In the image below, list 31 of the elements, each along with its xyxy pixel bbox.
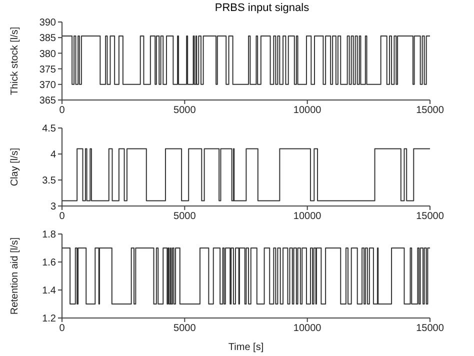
x-tick-label: 0	[59, 105, 66, 116]
x-axis-title: Time [s]	[228, 342, 264, 353]
y-tick-label: 1.6	[42, 258, 56, 269]
x-tick-label: 15000	[416, 105, 444, 116]
y-tick-label: 3.5	[42, 176, 56, 187]
y-tick-label: 1.2	[42, 314, 56, 325]
x-tick-label: 0	[59, 323, 66, 334]
y-axis-title: Clay [l/s]	[10, 148, 21, 186]
x-tick-label: 10000	[293, 323, 322, 334]
y-tick-label: 4	[50, 150, 56, 161]
y-tick-label: 375	[39, 64, 56, 76]
x-tick-label: 10000	[293, 211, 322, 222]
x-tick-label: 5000	[174, 105, 196, 116]
y-tick-label: 365	[39, 96, 56, 107]
y-tick-label: 370	[39, 80, 56, 91]
y-tick-label: 390	[39, 18, 56, 29]
y-tick-label: 3	[50, 202, 56, 213]
x-tick-label: 10000	[293, 105, 322, 116]
chart-title: PRBS input signals	[214, 1, 310, 16]
x-tick-label: 5000	[174, 211, 196, 222]
y-axis-title: Retention aid [l/s]	[10, 237, 21, 315]
y-tick-label: 1.4	[42, 286, 56, 297]
x-tick-label: 15000	[416, 323, 444, 334]
x-tick-label: 0	[59, 211, 66, 222]
y-tick-label: 4.5	[42, 124, 56, 135]
y-tick-label: 385	[39, 33, 56, 44]
y-tick-label: 380	[39, 48, 56, 60]
x-tick-label: 15000	[416, 211, 444, 222]
y-tick-label: 1.8	[42, 230, 56, 241]
x-tick-label: 5000	[174, 323, 196, 334]
y-axis-title: Thick stock [l/s]	[10, 26, 21, 96]
